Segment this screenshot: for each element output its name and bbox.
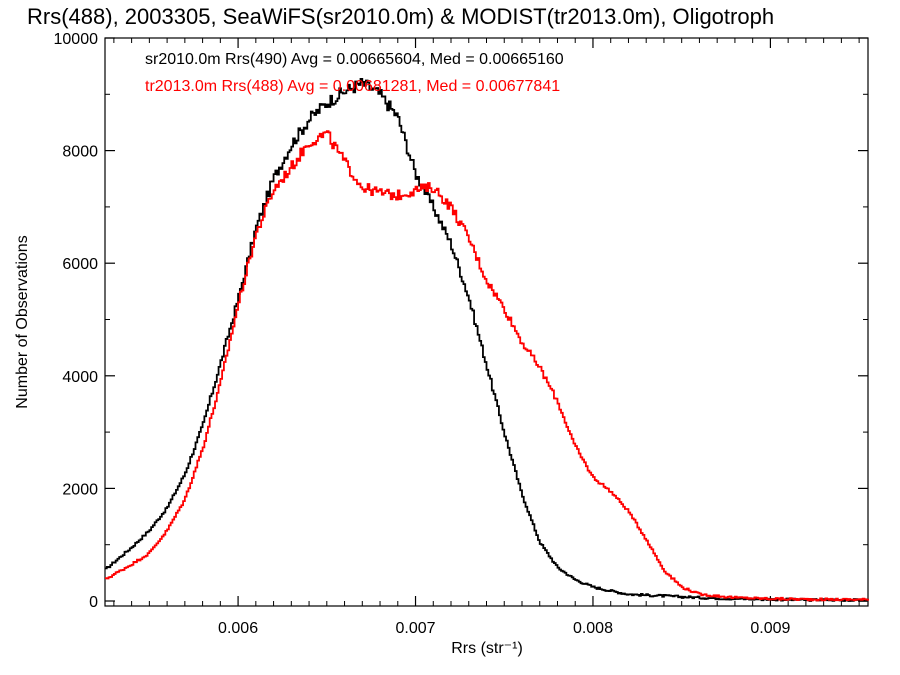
legend-entry-tr2013: tr2013.0m Rrs(488) Avg = 0.00681281, Med… xyxy=(145,78,560,95)
y-axis: 0 2000 4000 6000 8000 10000 xyxy=(54,31,868,611)
x-tick-label: 0.008 xyxy=(573,620,613,637)
chart-title: Rrs(488), 2003305, SeaWiFS(sr2010.0m) & … xyxy=(27,4,774,29)
y-tick-label: 2000 xyxy=(62,481,98,498)
x-tick-label: 0.007 xyxy=(395,620,435,637)
y-axis-label: Number of Observations xyxy=(14,235,31,408)
x-axis-label: Rrs (str⁻¹) xyxy=(451,640,523,657)
series-line-sr2010 xyxy=(105,77,869,602)
x-axis: 0.006 0.007 0.008 0.009 xyxy=(113,38,860,637)
series-layer xyxy=(105,77,869,602)
y-tick-label: 8000 xyxy=(62,144,98,161)
y-tick-label: 0 xyxy=(89,594,98,611)
y-tick-label: 6000 xyxy=(62,256,98,273)
y-tick-label: 10000 xyxy=(54,31,99,48)
series-line-tr2013 xyxy=(105,130,869,602)
x-tick-label: 0.009 xyxy=(750,620,790,637)
plot-border xyxy=(104,37,869,607)
y-tick-label: 4000 xyxy=(62,369,98,386)
x-tick-label: 0.006 xyxy=(218,620,258,637)
legend-entry-sr2010: sr2010.0m Rrs(490) Avg = 0.00665604, Med… xyxy=(145,51,564,68)
plot-area xyxy=(104,37,869,607)
